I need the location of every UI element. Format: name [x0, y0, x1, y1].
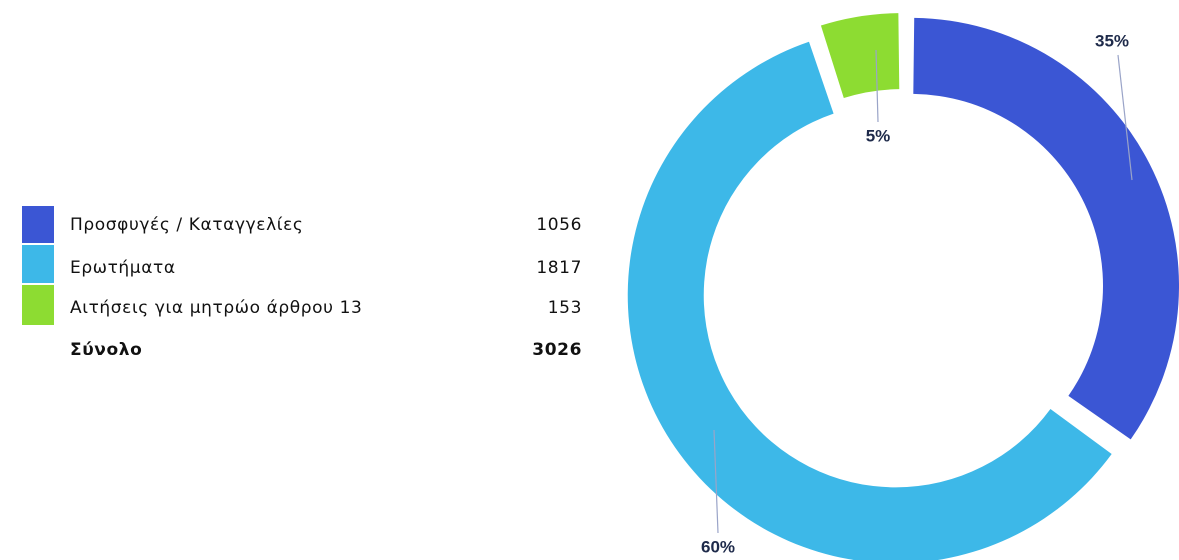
total-value: 3026: [532, 340, 582, 360]
donut-segment: [627, 41, 1112, 560]
legend-label: Προσφυγές / Καταγγελίες: [70, 215, 303, 235]
legend-swatch: [22, 245, 54, 283]
legend-value: 1056: [536, 215, 582, 235]
leader-line: [1117, 54, 1133, 181]
legend-label: Αιτήσεις για μητρώο άρθρου 13: [70, 298, 362, 318]
legend-swatch: [22, 206, 54, 243]
total-label: Σύνολο: [70, 340, 142, 360]
leader-line: [713, 429, 719, 534]
data-label: 35%: [1095, 31, 1129, 50]
data-label: 5%: [866, 126, 891, 145]
legend-label: Ερωτήματα: [70, 258, 176, 278]
data-label: 60%: [701, 537, 735, 556]
donut-segment: [820, 13, 900, 99]
legend-value: 1817: [536, 258, 582, 278]
legend-value: 153: [548, 298, 582, 318]
legend-swatch: [22, 285, 54, 325]
leader-line: [875, 49, 879, 123]
donut-segment: [913, 17, 1179, 440]
